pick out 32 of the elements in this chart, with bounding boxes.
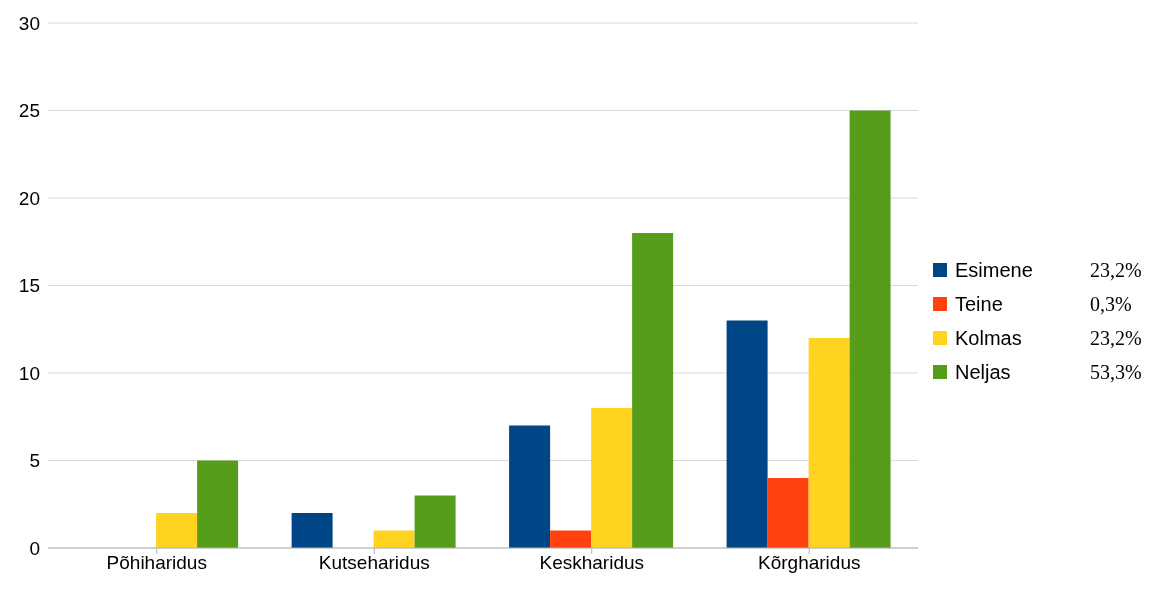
bar xyxy=(849,110,891,548)
y-tick-label: 0 xyxy=(29,537,40,559)
bar xyxy=(373,530,415,548)
text: 53,3% xyxy=(1090,360,1142,384)
bar xyxy=(808,338,850,548)
legend-label: Neljas xyxy=(955,360,1012,384)
text: 23,2% xyxy=(1090,326,1142,350)
bar xyxy=(767,478,809,548)
bar xyxy=(197,460,239,548)
x-tick-label: Kõrgharidus xyxy=(758,552,861,574)
text: 0,3% xyxy=(1090,292,1132,316)
y-tick-label: 20 xyxy=(18,187,40,209)
y-tick-label: 10 xyxy=(18,362,40,384)
y-tick-label: 5 xyxy=(29,450,40,472)
x-tick-label: Keskharidus xyxy=(539,552,645,574)
bar xyxy=(291,513,333,548)
x-tick-label: Kutseharidus xyxy=(318,552,430,574)
bar xyxy=(414,495,456,548)
y-tick-label: 25 xyxy=(18,100,40,122)
bar xyxy=(550,530,592,548)
x-tick-label: Põhiharidus xyxy=(106,552,207,574)
y-tick-label: 30 xyxy=(18,12,40,34)
bar xyxy=(509,425,551,548)
legend-label: Kolmas xyxy=(955,326,1023,350)
legend-label: Esimene xyxy=(955,258,1034,282)
y-tick-label: 15 xyxy=(18,275,40,297)
text: 23,2% xyxy=(1090,258,1142,282)
bar xyxy=(591,408,633,548)
bar xyxy=(156,513,198,548)
legend-label: Teine xyxy=(955,292,1004,316)
bar xyxy=(632,233,674,548)
bar xyxy=(726,320,768,548)
